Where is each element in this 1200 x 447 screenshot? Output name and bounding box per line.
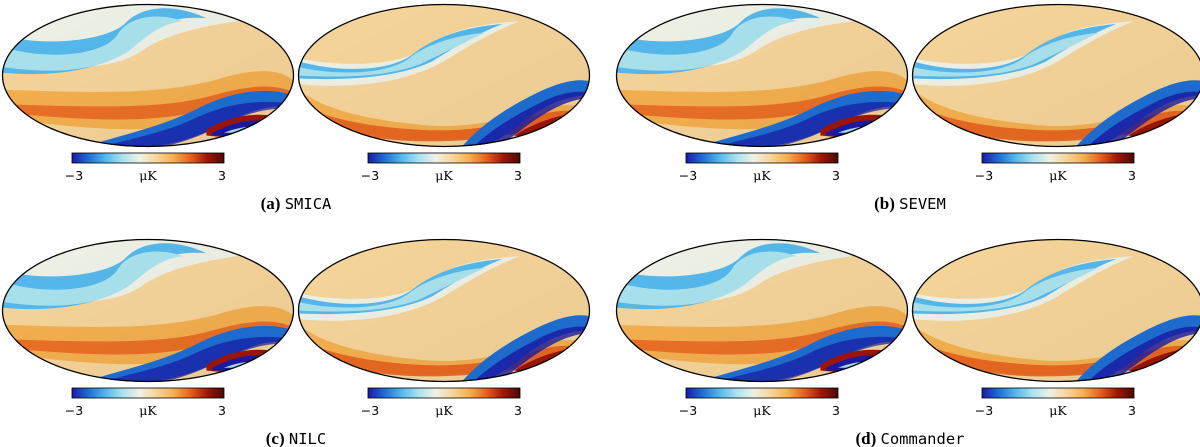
colorbar: [367, 387, 521, 399]
colorbar: [71, 152, 225, 164]
panel-caption-label: (a): [261, 194, 285, 213]
map-outline: [1, 3, 295, 148]
colorbar-min-label: −3: [361, 403, 379, 418]
panel-caption: (d) Commander: [855, 429, 964, 447]
panel-caption: (c) NILC: [266, 429, 326, 447]
panel-caption-method: Commander: [881, 430, 965, 447]
figure-panel: −3 μK 3 −3 μK 3: [615, 3, 1200, 183]
map-outline: [911, 238, 1200, 383]
colorbar-unit-label: μK: [753, 168, 771, 183]
map-outline: [297, 238, 591, 383]
panel-caption-label: (c): [266, 429, 289, 447]
panel-caption-method: NILC: [289, 430, 326, 447]
colorbar-max-label: 3: [514, 168, 522, 183]
map-outline: [615, 238, 909, 383]
panel-caption-method: SMICA: [285, 195, 332, 213]
panel-caption: (b) SEVEM: [874, 194, 946, 213]
colorbar-unit-label: μK: [139, 403, 157, 418]
map-outline: [1, 238, 295, 383]
colorbar-max-label: 3: [832, 403, 840, 418]
colorbar-max-label: 3: [218, 168, 226, 183]
colorbar: [367, 152, 521, 164]
map-outline: [615, 3, 909, 148]
colorbar-min-label: −3: [679, 168, 697, 183]
colorbar-unit-label: μK: [1049, 403, 1067, 418]
colorbar-min-label: −3: [65, 168, 83, 183]
panel-caption-label: (b): [874, 194, 899, 213]
colorbar-max-label: 3: [218, 403, 226, 418]
panel-caption: (a) SMICA: [261, 194, 332, 213]
colorbar: [981, 387, 1135, 399]
panel-caption-method: SEVEM: [899, 195, 946, 213]
colorbar-min-label: −3: [65, 403, 83, 418]
colorbar-unit-label: μK: [753, 403, 771, 418]
colorbar-unit-label: μK: [1049, 168, 1067, 183]
colorbar-max-label: 3: [1128, 403, 1136, 418]
colorbar-min-label: −3: [975, 403, 993, 418]
colorbar: [981, 152, 1135, 164]
colorbar: [71, 387, 225, 399]
colorbar-unit-label: μK: [139, 168, 157, 183]
colorbar-min-label: −3: [679, 403, 697, 418]
map-outline: [297, 3, 591, 148]
colorbar-unit-label: μK: [435, 403, 453, 418]
colorbar-max-label: 3: [832, 168, 840, 183]
colorbar-unit-label: μK: [435, 168, 453, 183]
maps-layer: −3 μK 3 −3 μK 3 −3 μK 3 −3 μK 3 −3 μK 3 −3 μK 3 −3 μK 3 −3 μK 3: [1, 3, 1200, 418]
panel-caption-label: (d): [855, 429, 880, 447]
map-outline: [911, 3, 1200, 148]
colorbar: [685, 387, 839, 399]
captions-layer: (a) SMICA (b) SEVEM (c) NILC (d) Commander: [261, 194, 965, 447]
colorbar-min-label: −3: [361, 168, 379, 183]
colorbar-max-label: 3: [514, 403, 522, 418]
figure-panel: −3 μK 3 −3 μK 3: [1, 3, 591, 183]
colorbar-min-label: −3: [975, 168, 993, 183]
colorbar-max-label: 3: [1128, 168, 1136, 183]
figure-panel: −3 μK 3 −3 μK 3: [615, 238, 1200, 418]
colorbar: [685, 152, 839, 164]
figure-panel: −3 μK 3 −3 μK 3: [1, 238, 591, 418]
